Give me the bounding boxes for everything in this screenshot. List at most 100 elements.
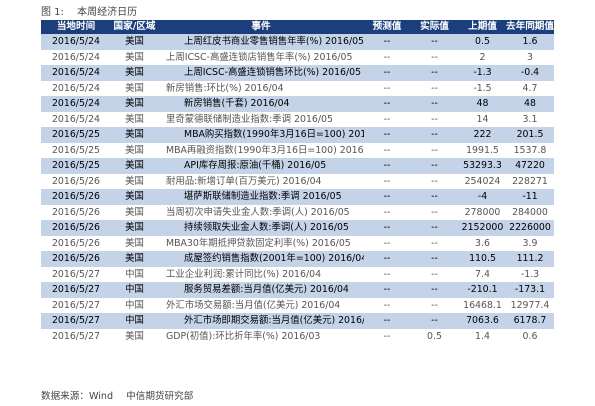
header-forecast: 预测值 (364, 20, 410, 34)
cell-forecast: -- (364, 266, 410, 282)
table-row: 2016/5/27 美国 GDP(初值):环比折年率(%) 2016/03 -- 0.5… (41, 328, 554, 344)
cell-previous: 2152000 (459, 220, 506, 236)
table-row: 2016/5/27 中国 外汇市场即期交易额:当月值(亿美元) 2016/04 -- -… (41, 313, 554, 329)
cell-date: 2016/5/26 (41, 251, 111, 267)
cell-last-year: 111.2 (506, 251, 554, 267)
cell-actual: -- (410, 313, 459, 329)
cell-actual: -- (410, 34, 459, 50)
cell-previous: 7.4 (459, 266, 506, 282)
cell-previous: 7063.6 (459, 313, 506, 329)
cell-forecast: -- (364, 204, 410, 220)
cell-country: 美国 (111, 127, 158, 143)
cell-date: 2016/5/24 (41, 65, 111, 81)
header-local-time: 当地时间 (41, 20, 111, 34)
cell-event: 当周初次申请失业金人数:季调(人) 2016/05 (158, 204, 364, 220)
cell-last-year: 48 (506, 96, 554, 112)
cell-country: 美国 (111, 220, 158, 236)
table-row: 2016/5/26 美国 耐用品:新增订单(百万美元) 2016/04 -- -- 254… (41, 173, 554, 189)
cell-forecast: -- (364, 49, 410, 65)
cell-last-year: 201.5 (506, 127, 554, 143)
cell-actual: -- (410, 204, 459, 220)
cell-country: 美国 (111, 96, 158, 112)
table-row: 2016/5/27 中国 服务贸易差额:当月值(亿美元) 2016/04 -- -- -2… (41, 282, 554, 298)
cell-event: 新房销售:环比(%) 2016/04 (158, 80, 364, 96)
cell-last-year: 3.9 (506, 235, 554, 251)
figure-title: 本周经济日历 (77, 7, 138, 18)
cell-forecast: -- (364, 328, 410, 344)
cell-actual: -- (410, 142, 459, 158)
table-row: 2016/5/24 美国 新房销售:环比(%) 2016/04 -- -- -1.5 4.7 (41, 80, 554, 96)
cell-forecast: -- (364, 34, 410, 50)
cell-forecast: -- (364, 251, 410, 267)
cell-actual: -- (410, 235, 459, 251)
cell-actual: -- (410, 127, 459, 143)
cell-previous: 110.5 (459, 251, 506, 267)
table-row: 2016/5/26 美国 MBA30年期抵押贷款固定利率(%) 2016/05 -- -… (41, 235, 554, 251)
cell-country: 美国 (111, 65, 158, 81)
cell-last-year: 284000 (506, 204, 554, 220)
cell-country: 中国 (111, 313, 158, 329)
cell-event: 外汇市场交易额:当月值(亿美元) 2016/04 (158, 297, 364, 313)
cell-previous: -4 (459, 189, 506, 205)
cell-forecast: -- (364, 313, 410, 329)
cell-actual: -- (410, 251, 459, 267)
cell-previous: -1.3 (459, 65, 506, 81)
cell-forecast: -- (364, 142, 410, 158)
cell-previous: 3.6 (459, 235, 506, 251)
cell-actual: -- (410, 111, 459, 127)
cell-previous: -1.5 (459, 80, 506, 96)
cell-country: 美国 (111, 158, 158, 174)
economic-calendar: 当地时间 国家/区域 事件 预测值 实际值 上期值 去年同期值 2016/5/2… (41, 20, 554, 344)
cell-event: 新房销售(千套) 2016/04 (158, 96, 364, 112)
cell-date: 2016/5/26 (41, 220, 111, 236)
cell-forecast: -- (364, 158, 410, 174)
cell-date: 2016/5/26 (41, 235, 111, 251)
cell-country: 美国 (111, 204, 158, 220)
calendar-table: 当地时间 国家/区域 事件 预测值 实际值 上期值 去年同期值 2016/5/2… (41, 20, 554, 344)
figure-number: 图 1: (41, 7, 64, 18)
cell-actual: -- (410, 49, 459, 65)
header-last-year: 去年同期值 (506, 20, 554, 34)
cell-last-year: 1537.8 (506, 142, 554, 158)
cell-last-year: 4.7 (506, 80, 554, 96)
cell-event: 工业企业利润:累计同比(%) 2016/04 (158, 266, 364, 282)
table-header-row: 当地时间 国家/区域 事件 预测值 实际值 上期值 去年同期值 (41, 20, 554, 34)
cell-actual: -- (410, 173, 459, 189)
table-row: 2016/5/25 美国 MBA再融资指数(1990年3月16日=100) 2016… (41, 142, 554, 158)
data-source: 数据来源：Wind (41, 391, 114, 402)
cell-country: 美国 (111, 235, 158, 251)
cell-date: 2016/5/25 (41, 158, 111, 174)
table-row: 2016/5/26 美国 堪萨斯联储制造业指数:季调 2016/05 -- -- -4 -1… (41, 189, 554, 205)
cell-country: 美国 (111, 328, 158, 344)
cell-actual: -- (410, 282, 459, 298)
cell-date: 2016/5/24 (41, 34, 111, 50)
cell-actual: -- (410, 80, 459, 96)
footer: 数据来源：Wind 中信期货研究部 (41, 388, 193, 402)
cell-event: 里奇蒙德联储制造业指数:季调 2016/05 (158, 111, 364, 127)
cell-country: 美国 (111, 142, 158, 158)
cell-forecast: -- (364, 127, 410, 143)
cell-last-year: -11 (506, 189, 554, 205)
cell-previous: 222 (459, 127, 506, 143)
cell-event: API库存周报:原油(千桶) 2016/05 (158, 158, 364, 174)
cell-previous: 14 (459, 111, 506, 127)
cell-country: 美国 (111, 49, 158, 65)
cell-forecast: -- (364, 80, 410, 96)
cell-actual: -- (410, 158, 459, 174)
header-country: 国家/区域 (111, 20, 158, 34)
cell-forecast: -- (364, 96, 410, 112)
cell-country: 中国 (111, 282, 158, 298)
cell-forecast: -- (364, 173, 410, 189)
cell-date: 2016/5/24 (41, 96, 111, 112)
cell-actual: -- (410, 297, 459, 313)
cell-event: 服务贸易差额:当月值(亿美元) 2016/04 (158, 282, 364, 298)
cell-date: 2016/5/24 (41, 80, 111, 96)
table-row: 2016/5/24 美国 上周红皮书商业零售销售年率(%) 2016/05 -- -- 0… (41, 34, 554, 50)
cell-last-year: -1.3 (506, 266, 554, 282)
cell-forecast: -- (364, 111, 410, 127)
cell-previous: -210.1 (459, 282, 506, 298)
table-row: 2016/5/24 美国 里奇蒙德联储制造业指数:季调 2016/05 -- -- 14 3… (41, 111, 554, 127)
cell-forecast: -- (364, 235, 410, 251)
cell-country: 美国 (111, 111, 158, 127)
